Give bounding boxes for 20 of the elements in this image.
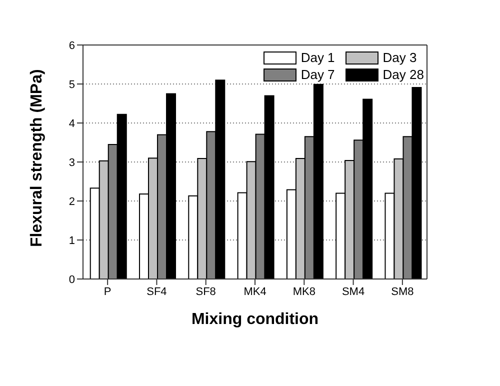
y-axis-title: Flexural strength (MPa): [28, 69, 46, 247]
legend-label: Day 7: [300, 67, 335, 82]
x-tick-label: P: [104, 286, 112, 298]
legend-label: Day 1: [300, 50, 335, 65]
y-tick-label: 0: [68, 274, 75, 286]
legend-label: Day 28: [382, 67, 424, 82]
y-tick-label: 2: [68, 196, 75, 208]
y-tick-label: 3: [68, 156, 75, 169]
y-tick-label: 4: [68, 118, 75, 130]
y-tick-label: 1: [68, 234, 75, 247]
legend-label: Day 3: [382, 50, 417, 65]
x-tick-label: MK4: [244, 286, 266, 298]
x-tick-label: SM8: [391, 286, 414, 298]
y-tick-label: 6: [68, 40, 75, 52]
x-axis-title: Mixing condition: [191, 311, 319, 328]
x-tick-label: SF4: [146, 286, 167, 298]
y-tick-label: 5: [68, 78, 75, 91]
x-tick-label: SF8: [196, 286, 216, 298]
x-tick-label: MK8: [292, 286, 316, 298]
x-tick-label: SM4: [342, 286, 365, 298]
